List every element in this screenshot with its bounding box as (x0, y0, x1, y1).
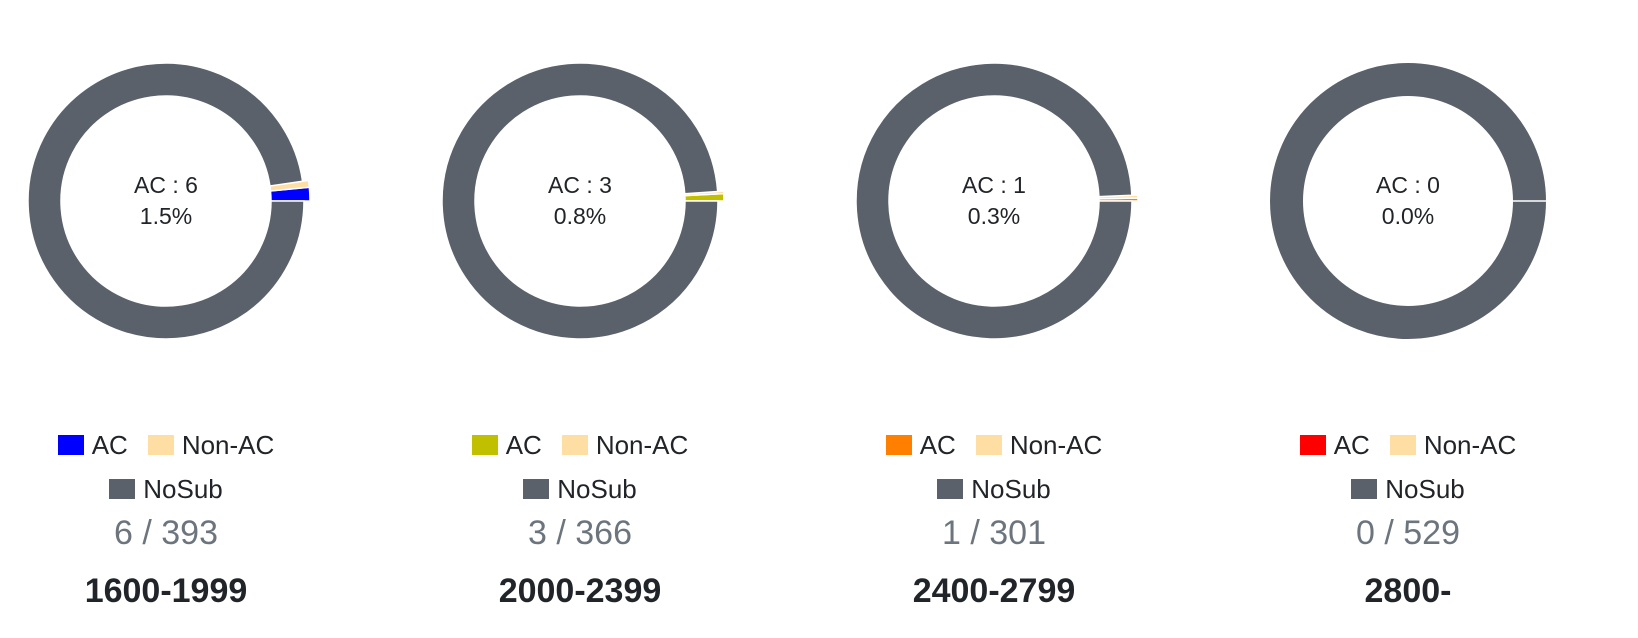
legend-label: AC (1333, 430, 1370, 460)
legend-label: Non-AC (1423, 430, 1517, 460)
legend-swatch-ac (1299, 435, 1326, 455)
legend-label: NoSub (557, 474, 637, 504)
ac-count-label: AC : 3 (548, 172, 612, 198)
ac-percent-label: 0.3% (967, 203, 1021, 229)
solved-count: 0 / 529 (1356, 514, 1460, 552)
donut-center-label: AC : 3 0.8% (434, 55, 726, 347)
ac-count-label: AC : 0 (1376, 172, 1440, 198)
donut-chart-1: AC : 3 0.8% (434, 55, 726, 347)
donut-svg-2 (855, 62, 1139, 340)
legend-item-non-ac[interactable]: Non-AC (1389, 423, 1517, 467)
legend-swatch-ac (471, 435, 498, 455)
legend-label: AC (91, 430, 128, 460)
legend-label: AC (505, 430, 542, 460)
rating-range-title: 2000-2399 (498, 572, 662, 610)
legend-label: Non-AC (595, 430, 689, 460)
legend-swatch-nosub (523, 479, 550, 499)
legend-item-ac[interactable]: AC (1299, 423, 1370, 467)
legend-item-non-ac[interactable]: Non-AC (975, 423, 1103, 467)
donut-chart-3: AC : 0 0.0% (1262, 55, 1554, 347)
donut-slice-nosub[interactable] (441, 62, 719, 340)
rating-range-title: 1600-1999 (84, 572, 248, 610)
legend-swatch-nosub (1351, 479, 1378, 499)
ac-percent-label: 0.0% (1381, 203, 1435, 229)
donut-center-label: AC : 6 1.5% (20, 55, 312, 347)
legend-item-ac[interactable]: AC (57, 423, 128, 467)
legend-label: Non-AC (181, 430, 275, 460)
legend-swatch-ac (57, 435, 84, 455)
rating-range-title: 2400-2799 (912, 572, 1076, 610)
donut-chart-0: AC : 6 1.5% (20, 55, 312, 347)
legend-item-nosub[interactable]: NoSub (937, 467, 1051, 511)
donut-chart-2: AC : 1 0.3% (848, 55, 1140, 347)
donut-svg-3 (1270, 63, 1546, 339)
donut-center-label: AC : 0 0.0% (1262, 55, 1554, 347)
legend-swatch-non-ac (147, 435, 174, 455)
solved-count: 1 / 301 (942, 514, 1046, 552)
legend-swatch-ac (885, 435, 912, 455)
legend-item-nosub[interactable]: NoSub (523, 467, 637, 511)
legend-item-non-ac[interactable]: Non-AC (561, 423, 689, 467)
legend: AC Non-AC NoSub (794, 423, 1194, 511)
legend-label: NoSub (971, 474, 1051, 504)
legend: AC Non-AC NoSub (380, 423, 780, 511)
donut-svg-1 (441, 62, 725, 340)
legend-label: NoSub (1385, 474, 1465, 504)
legend-item-ac[interactable]: AC (885, 423, 956, 467)
rating-range-title: 2800- (1364, 572, 1452, 610)
legend-item-nosub[interactable]: NoSub (1351, 467, 1465, 511)
legend-item-non-ac[interactable]: Non-AC (147, 423, 275, 467)
ac-percent-label: 1.5% (139, 203, 193, 229)
legend-item-ac[interactable]: AC (471, 423, 542, 467)
donut-slice-nosub[interactable] (27, 62, 305, 340)
chart-panel-2800: AC : 0 0.0% AC Non-AC NoSub 0 / 529 2800… (1208, 0, 1608, 638)
legend-swatch-nosub (937, 479, 964, 499)
legend-swatch-non-ac (561, 435, 588, 455)
legend-swatch-non-ac (1389, 435, 1416, 455)
legend-label: AC (919, 430, 956, 460)
legend-item-nosub[interactable]: NoSub (109, 467, 223, 511)
legend-swatch-non-ac (975, 435, 1002, 455)
legend-label: Non-AC (1009, 430, 1103, 460)
chart-panel-2000-2399: AC : 3 0.8% AC Non-AC NoSub 3 / 366 2000… (380, 0, 780, 638)
donut-slice-nosub[interactable] (855, 62, 1133, 340)
ac-count-label: AC : 6 (134, 172, 198, 198)
ac-percent-label: 0.8% (553, 203, 607, 229)
solved-count: 6 / 393 (114, 514, 218, 552)
chart-panel-1600-1999: AC : 6 1.5% AC Non-AC NoSub 6 / 393 1600… (0, 0, 366, 638)
chart-panel-2400-2799: AC : 1 0.3% AC Non-AC NoSub 1 / 301 2400… (794, 0, 1194, 638)
legend-label: NoSub (143, 474, 223, 504)
solved-count: 3 / 366 (528, 514, 632, 552)
donut-svg-0 (27, 62, 311, 340)
legend: AC Non-AC NoSub (0, 423, 366, 511)
donut-center-label: AC : 1 0.3% (848, 55, 1140, 347)
legend: AC Non-AC NoSub (1208, 423, 1608, 511)
ac-count-label: AC : 1 (962, 172, 1026, 198)
legend-swatch-nosub (109, 479, 136, 499)
